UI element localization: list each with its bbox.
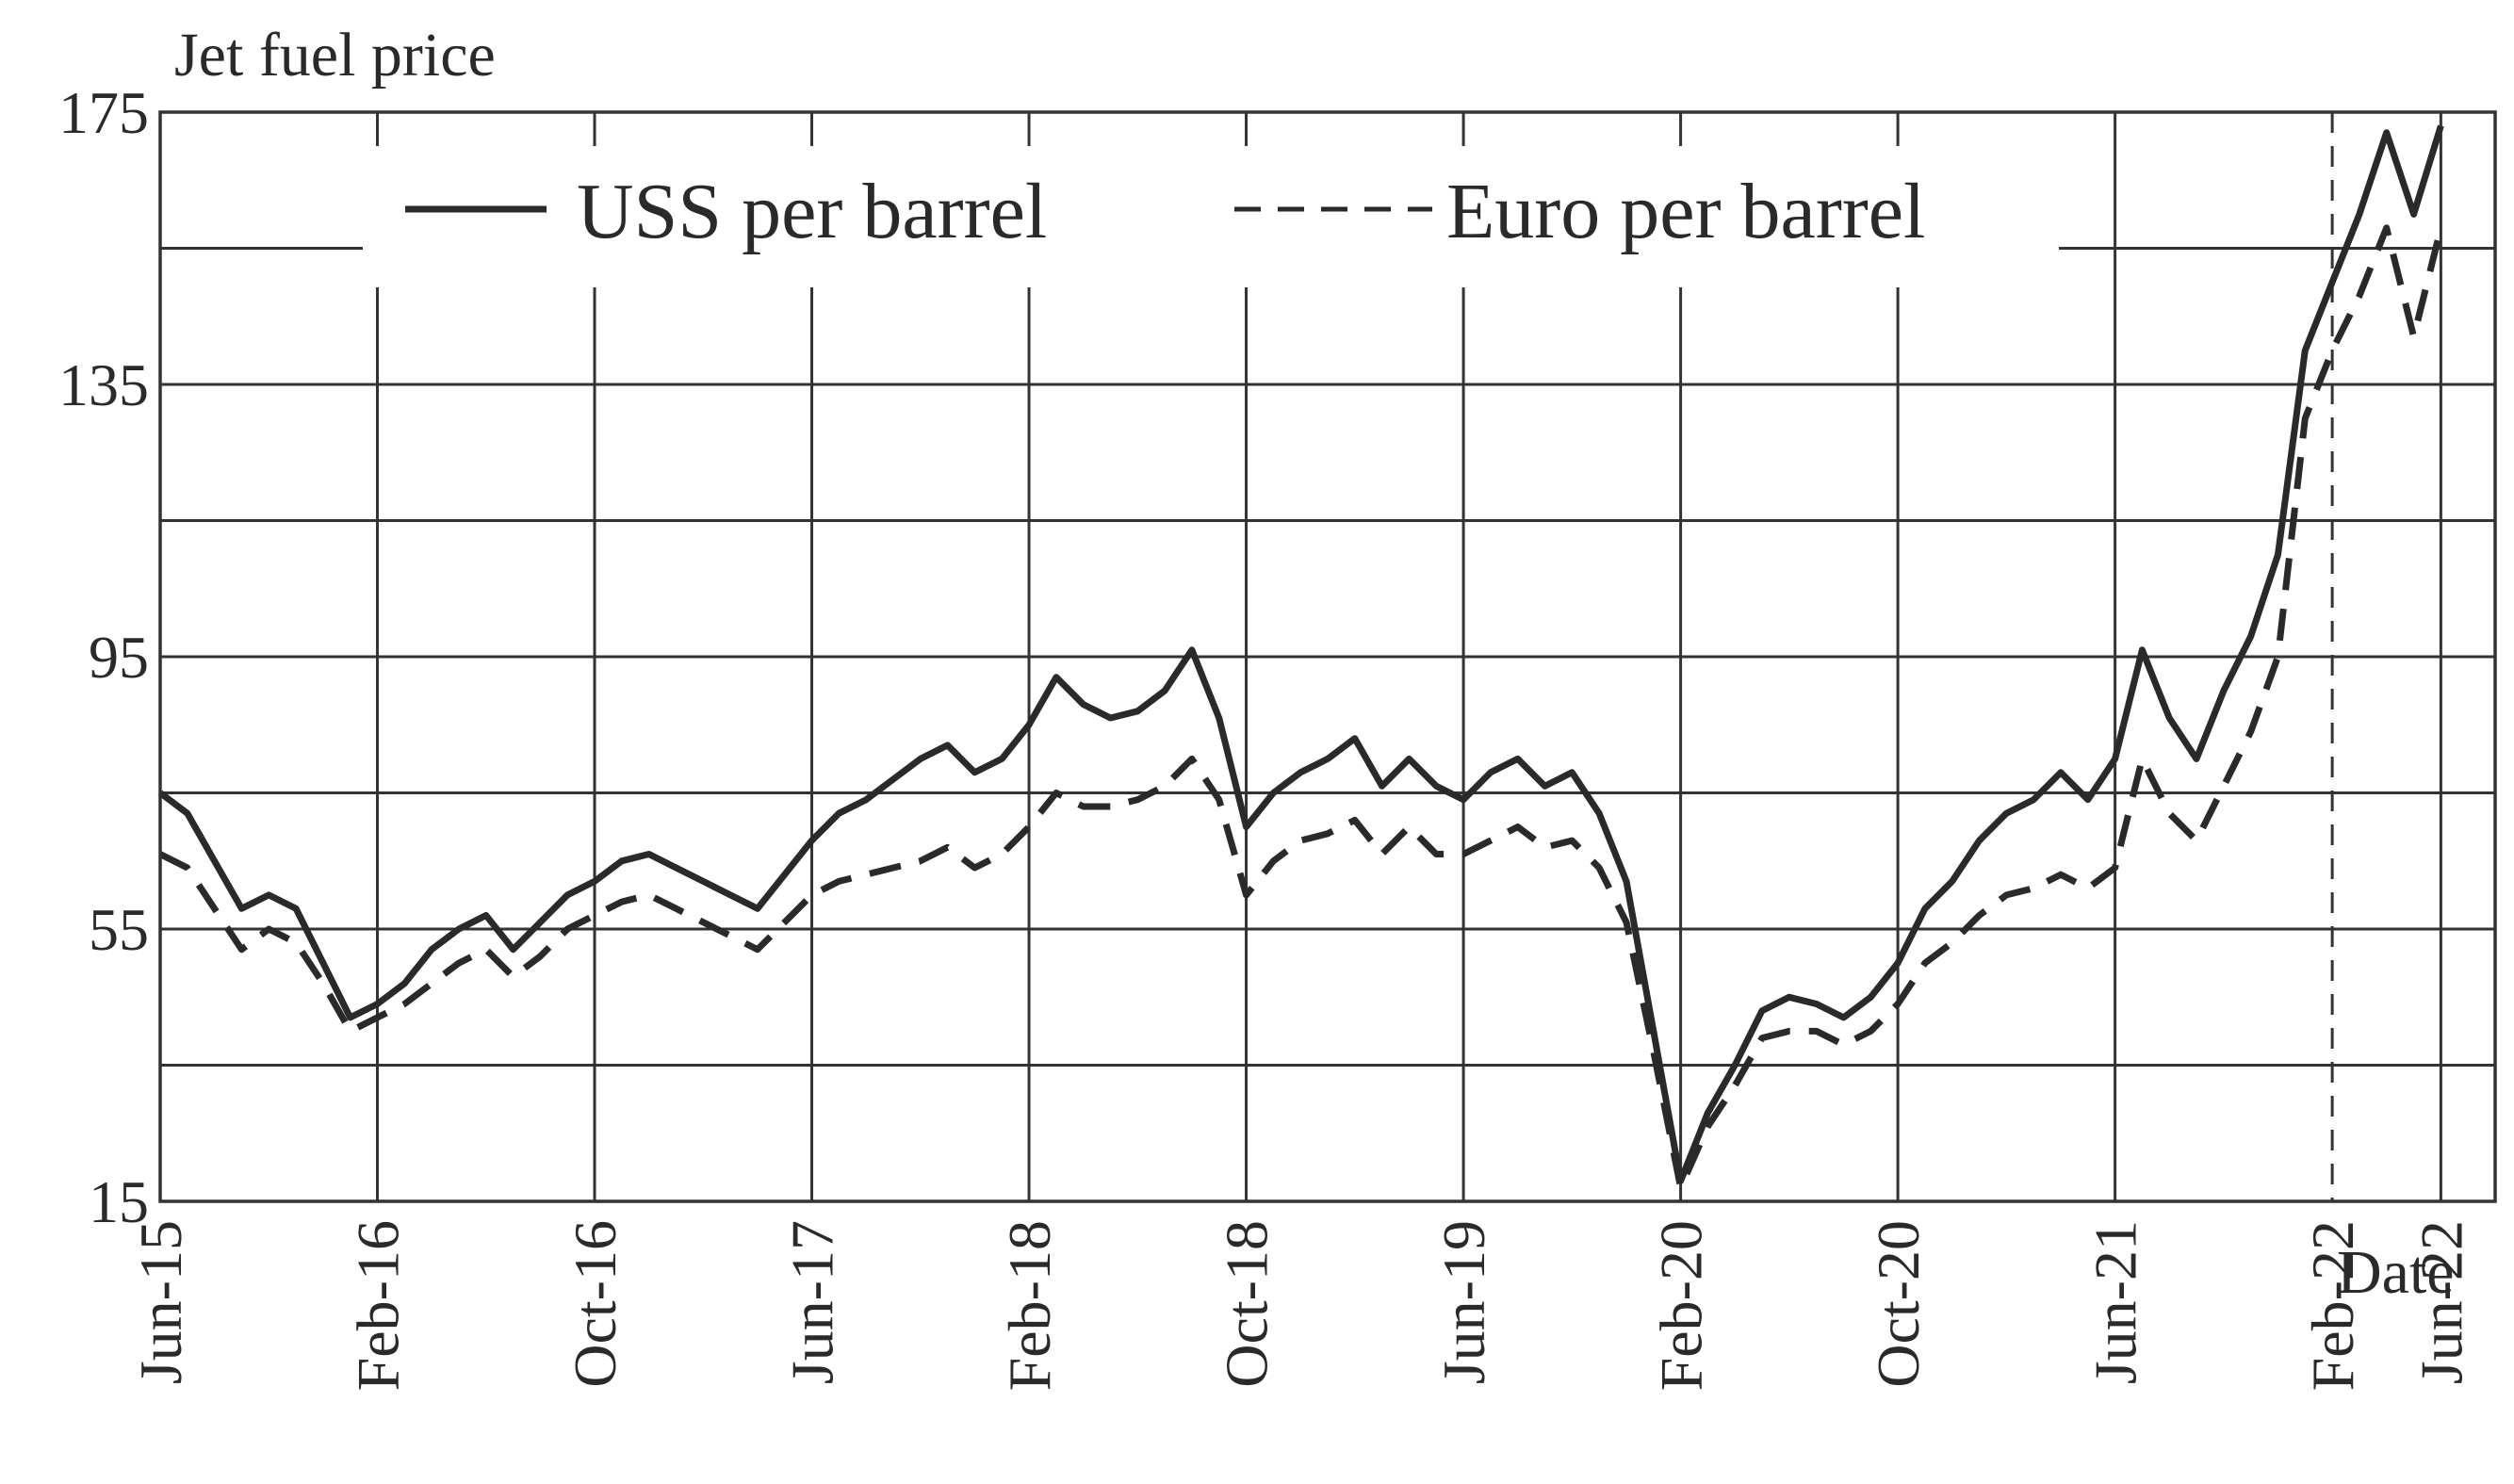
series-line-usd: [157, 124, 2444, 1184]
legend-label-usd: USS per barrel: [577, 168, 1047, 255]
grid-lines: [158, 110, 2495, 1203]
series-line-euro: [158, 224, 2444, 1191]
legend-label-eur: Euro per barrel: [1446, 168, 1925, 255]
y-tick-label-2: 95: [89, 624, 149, 691]
y-tick-label-1: 55: [89, 896, 149, 963]
series-lines: [157, 124, 2444, 1191]
y-axis-label: Jet fuel price: [174, 21, 496, 90]
x-axis-ticks: Jun-15 Feb-16 Oct-16 Jun-17 Feb-18 Oct-18 Jun-…: [127, 1220, 2474, 1391]
x-tick-label-3: Jun-17: [779, 1220, 846, 1384]
legend-background: [363, 146, 2059, 287]
legend: USS per barrel Euro per barrel: [363, 146, 2059, 287]
y-tick-label-0: 15: [89, 1168, 149, 1235]
x-tick-label-8: Oct-20: [1865, 1220, 1932, 1388]
x-tick-label-1: Feb-16: [345, 1220, 412, 1391]
x-tick-label-9: Jun-21: [2082, 1220, 2149, 1384]
x-tick-label-6: Jun-19: [1430, 1220, 1497, 1384]
x-tick-label-0: Jun-15: [127, 1220, 194, 1384]
x-tick-label-7: Feb-20: [1648, 1220, 1715, 1391]
y-tick-label-3: 135: [58, 351, 149, 418]
x-tick-label-2: Oct-16: [562, 1220, 628, 1388]
plot-frame: [158, 110, 2497, 1203]
x-tick-label-11: Jun-22: [2408, 1220, 2474, 1384]
x-tick-label-4: Feb-18: [996, 1220, 1063, 1391]
x-tick-label-10: Feb-22: [2299, 1220, 2366, 1391]
y-tick-label-4: 175: [58, 79, 149, 146]
x-axis-label: Date: [2337, 1238, 2455, 1307]
y-axis-ticks: 15 55 95 135 175: [58, 79, 149, 1235]
x-tick-label-5: Oct-18: [1214, 1220, 1281, 1388]
